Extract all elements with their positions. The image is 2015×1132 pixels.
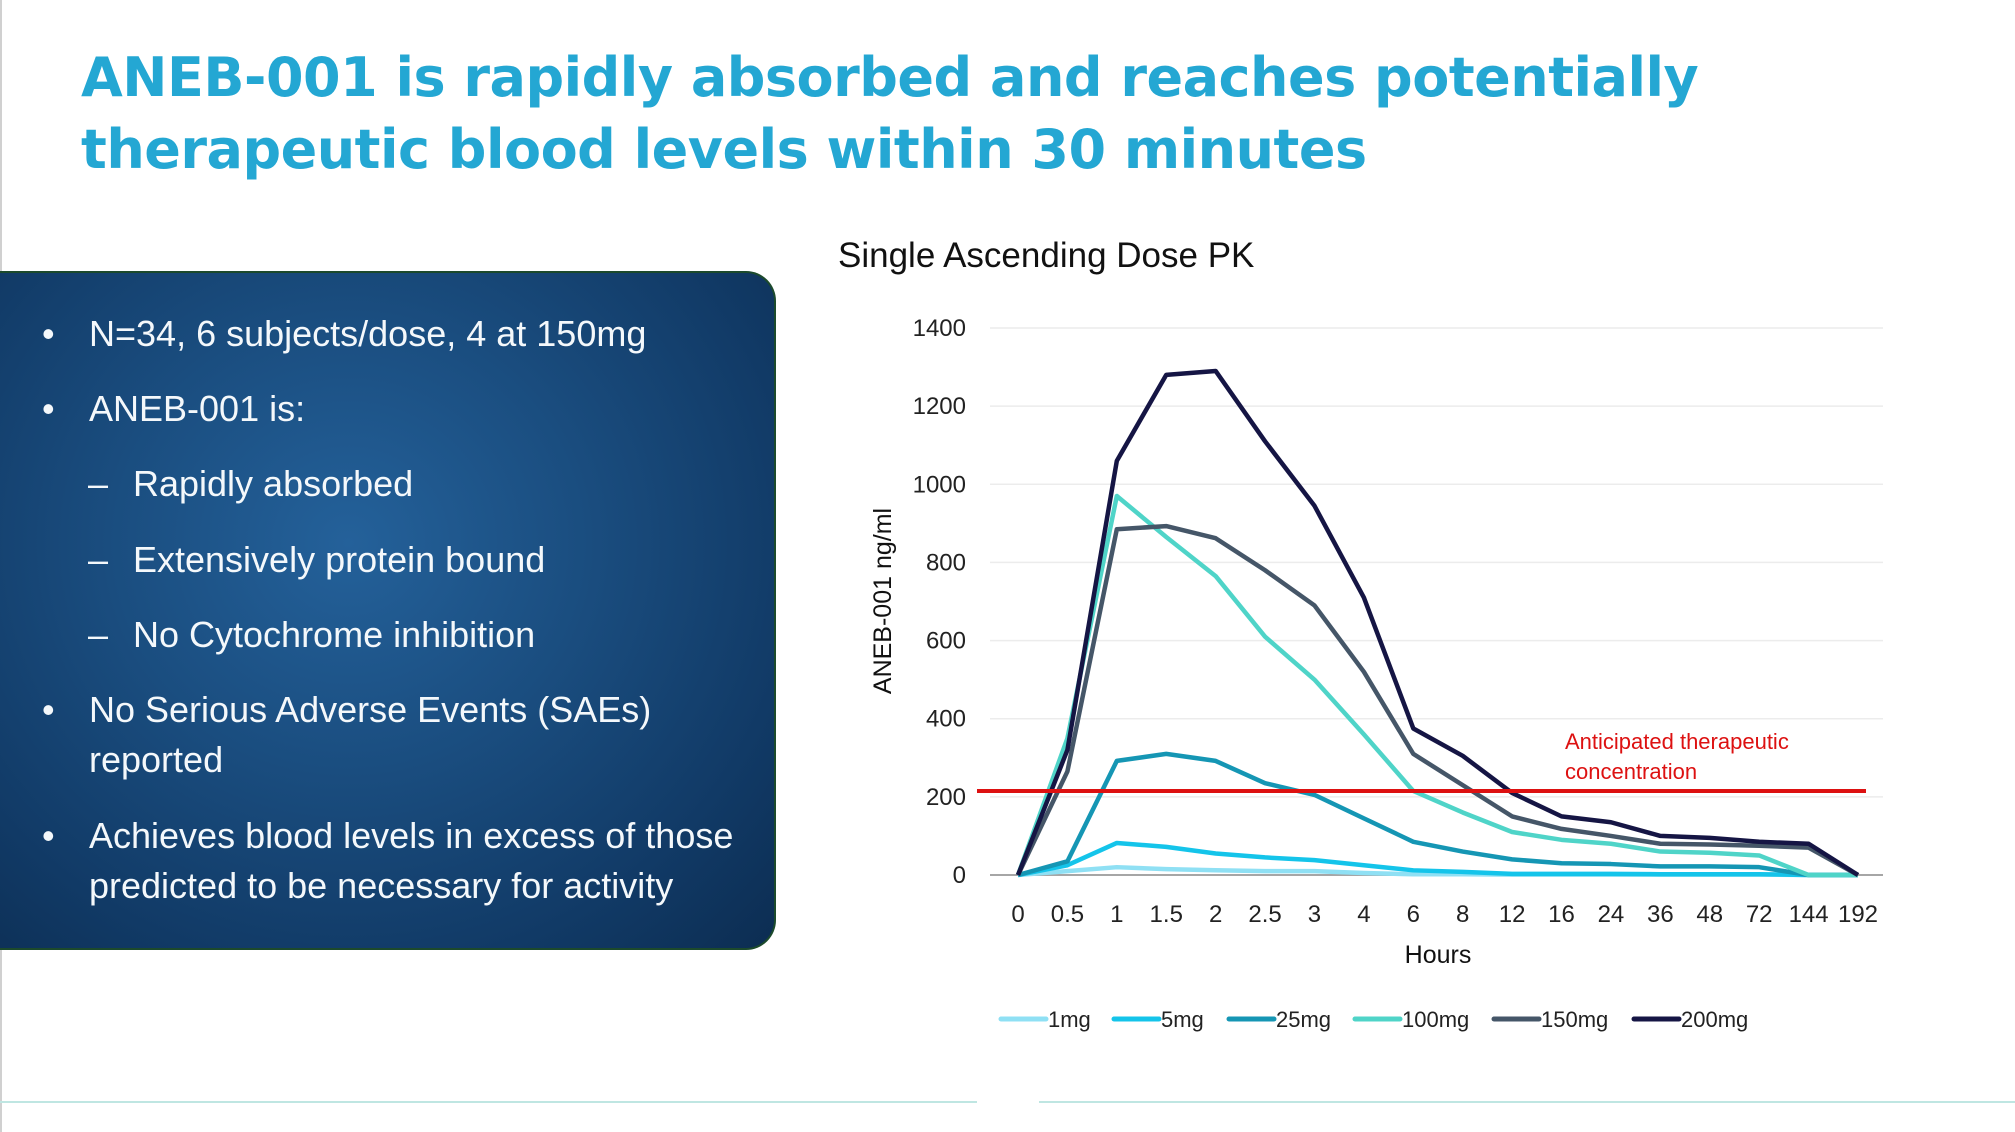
dash-marker: –	[88, 614, 109, 655]
x-tick-label: 12	[1499, 901, 1526, 928]
legend-label: 200mg	[1681, 1007, 1748, 1032]
x-tick-label: 1	[1110, 901, 1123, 928]
y-tick-label: 1200	[913, 393, 966, 420]
x-axis-label: Hours	[1405, 941, 1472, 969]
x-tick-label: 48	[1696, 901, 1723, 928]
x-tick-label: 72	[1746, 901, 1773, 928]
series-line-200mg	[1015, 368, 1860, 877]
title-line-1: ANEB-001 is rapidly absorbed and reaches…	[81, 46, 1699, 109]
x-tick-label: 1.5	[1150, 901, 1183, 928]
bullet-marker: •	[42, 313, 55, 354]
threshold-label-line-1: Anticipated therapeutic	[1565, 729, 1789, 754]
dash-marker: –	[88, 463, 109, 504]
x-tick-label: 8	[1456, 901, 1469, 928]
y-tick-label: 1400	[913, 315, 966, 342]
x-tick-label: 2.5	[1248, 901, 1281, 928]
summary-panel: • N=34, 6 subjects/dose, 4 at 150mg • ANEB-…	[0, 271, 776, 950]
footer-divider-right	[1039, 1101, 2015, 1103]
legend-label: 100mg	[1402, 1007, 1469, 1032]
y-tick-label: 1000	[913, 471, 966, 498]
bullet-text: No Cytochrome inhibition	[133, 614, 536, 655]
bullet-text: No Serious Adverse Events (SAEs) reporte…	[89, 689, 652, 780]
bullet-marker: •	[42, 815, 55, 856]
bullet-text: N=34, 6 subjects/dose, 4 at 150mg	[89, 313, 647, 354]
x-tick-label: 3	[1308, 901, 1321, 928]
x-tick-label: 0.5	[1051, 901, 1084, 928]
legend-label: 5mg	[1161, 1007, 1204, 1032]
x-tick-label: 16	[1548, 901, 1575, 928]
series-line-5mg	[1017, 840, 1858, 878]
x-tick-label: 0	[1011, 901, 1024, 928]
y-tick-label: 0	[953, 862, 966, 889]
series-line-25mg	[1017, 751, 1858, 878]
y-tick-label: 400	[926, 706, 966, 733]
legend-label: 1mg	[1048, 1007, 1091, 1032]
dash-marker: –	[88, 539, 109, 580]
x-tick-label: 192	[1838, 901, 1878, 928]
x-tick-label: 144	[1789, 901, 1829, 928]
series-line-100mg	[1015, 493, 1858, 878]
bullet-text: Rapidly absorbed	[133, 463, 414, 504]
x-tick-label: 6	[1407, 901, 1420, 928]
slide-title: ANEB-001 is rapidly absorbed and reaches…	[81, 42, 1781, 186]
bullet-text: Extensively protein bound	[133, 539, 546, 580]
title-line-2: therapeutic blood levels within 30 minut…	[81, 118, 1367, 181]
y-tick-label: 600	[926, 628, 966, 655]
x-tick-label: 4	[1357, 901, 1370, 928]
y-axis-label: ANEB-001 ng/ml	[869, 508, 897, 694]
series-line-150mg	[1015, 523, 1860, 877]
x-tick-label: 24	[1598, 901, 1625, 928]
bullet-marker: •	[42, 388, 55, 429]
x-tick-label: 2	[1209, 901, 1222, 928]
y-tick-label: 200	[926, 784, 966, 811]
bullet-text: Achieves blood levels in excess of those…	[89, 815, 734, 906]
footer-divider-left	[0, 1101, 977, 1103]
bullet-text: ANEB-001 is:	[89, 388, 306, 429]
chart-title: Single Ascending Dose PK	[838, 236, 1255, 275]
bullet-marker: •	[42, 689, 55, 730]
y-tick-label: 800	[926, 549, 966, 576]
legend-label: 25mg	[1276, 1007, 1331, 1032]
legend-label: 150mg	[1541, 1007, 1608, 1032]
threshold-label-line-2: concentration	[1565, 759, 1697, 784]
x-tick-label: 36	[1647, 901, 1674, 928]
